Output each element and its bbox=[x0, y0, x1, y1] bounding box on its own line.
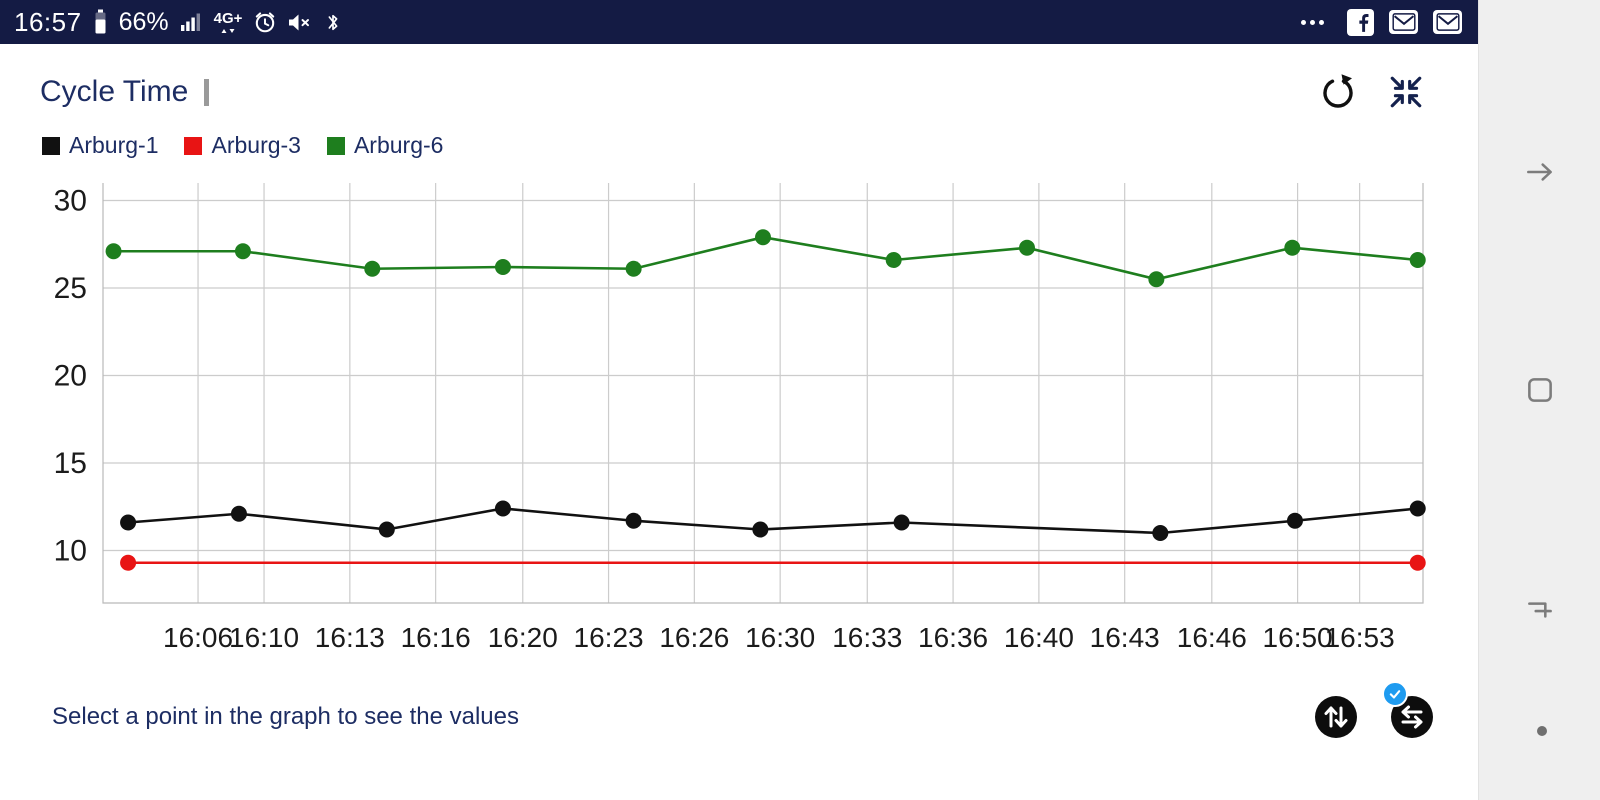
svg-text:16:13: 16:13 bbox=[315, 622, 385, 653]
network-4g-icon: 4G+ bbox=[214, 11, 242, 34]
swap-vertical-icon bbox=[1324, 706, 1348, 728]
alarm-icon bbox=[253, 10, 277, 34]
legend-swatch bbox=[184, 136, 203, 155]
text-cursor bbox=[204, 78, 210, 106]
swap-vertical-button[interactable] bbox=[1315, 696, 1357, 738]
clock-text: 16:57 bbox=[14, 6, 82, 37]
svg-text:20: 20 bbox=[54, 360, 87, 393]
legend-swatch bbox=[42, 136, 60, 155]
svg-text:16:06: 16:06 bbox=[163, 622, 233, 653]
legend-item-arburg-3[interactable]: Arburg-3 bbox=[184, 132, 301, 159]
svg-text:16:43: 16:43 bbox=[1090, 622, 1160, 653]
bluetooth-icon bbox=[324, 10, 342, 35]
svg-text:16:16: 16:16 bbox=[401, 622, 471, 653]
facebook-notification-icon bbox=[1347, 8, 1374, 36]
chart-header: Cycle Time bbox=[0, 44, 1478, 114]
refresh-button[interactable] bbox=[1316, 70, 1360, 114]
svg-text:30: 30 bbox=[54, 185, 87, 218]
svg-text:16:40: 16:40 bbox=[1004, 622, 1074, 653]
svg-text:16:33: 16:33 bbox=[832, 622, 902, 653]
legend-label: Arburg-1 bbox=[69, 132, 159, 158]
svg-text:10: 10 bbox=[54, 535, 87, 568]
svg-text:16:10: 16:10 bbox=[229, 622, 299, 653]
svg-text:16:23: 16:23 bbox=[574, 622, 644, 653]
svg-text:16:20: 16:20 bbox=[488, 622, 558, 653]
navigation-rail bbox=[1478, 0, 1600, 800]
swap-horizontal-icon bbox=[1401, 705, 1423, 729]
legend-item-arburg-6[interactable]: Arburg-6 bbox=[326, 132, 444, 159]
battery-icon bbox=[93, 8, 108, 36]
selection-hint-text: Select a point in the graph to see the v… bbox=[52, 703, 519, 730]
compress-icon bbox=[1390, 76, 1422, 108]
legend-item-arburg-1[interactable]: Arburg-1 bbox=[42, 132, 158, 159]
nav-back-icon[interactable] bbox=[1523, 155, 1557, 189]
svg-text:16:50: 16:50 bbox=[1263, 622, 1333, 653]
legend-label: Arburg-6 bbox=[353, 132, 444, 158]
nav-dot[interactable] bbox=[1537, 726, 1547, 736]
svg-text:16:26: 16:26 bbox=[659, 622, 729, 653]
selected-check-badge bbox=[1382, 681, 1408, 707]
signal-strength-icon bbox=[180, 11, 203, 33]
svg-text:16:36: 16:36 bbox=[918, 622, 988, 653]
app-content: Cycle Time bbox=[0, 44, 1478, 800]
overflow-icon bbox=[1301, 19, 1324, 25]
nav-recents-icon[interactable] bbox=[1523, 593, 1557, 627]
svg-text:16:53: 16:53 bbox=[1325, 622, 1395, 653]
mute-icon bbox=[288, 12, 313, 33]
refresh-icon bbox=[1323, 74, 1353, 108]
mail-notification-icon bbox=[1433, 10, 1462, 34]
svg-text:16:46: 16:46 bbox=[1177, 622, 1247, 653]
svg-text:16:30: 16:30 bbox=[745, 622, 815, 653]
status-bar: 16:57 66% 4G+ bbox=[0, 0, 1478, 44]
page-title: Cycle Time bbox=[40, 75, 189, 108]
chart-legend: Arburg-1 Arburg-3 Arburg-6 bbox=[0, 114, 1478, 159]
swap-horizontal-button[interactable] bbox=[1382, 681, 1433, 738]
legend-label: Arburg-3 bbox=[211, 132, 301, 158]
legend-swatch bbox=[326, 136, 345, 155]
collapse-button[interactable] bbox=[1384, 70, 1428, 114]
svg-text:25: 25 bbox=[54, 272, 87, 305]
chart-footer: Select a point in the graph to see the v… bbox=[0, 676, 1478, 738]
mail-notification-icon bbox=[1389, 10, 1418, 34]
svg-text:15: 15 bbox=[54, 447, 87, 480]
nav-home-icon[interactable] bbox=[1523, 373, 1557, 407]
battery-percent-text: 66% bbox=[118, 7, 169, 36]
